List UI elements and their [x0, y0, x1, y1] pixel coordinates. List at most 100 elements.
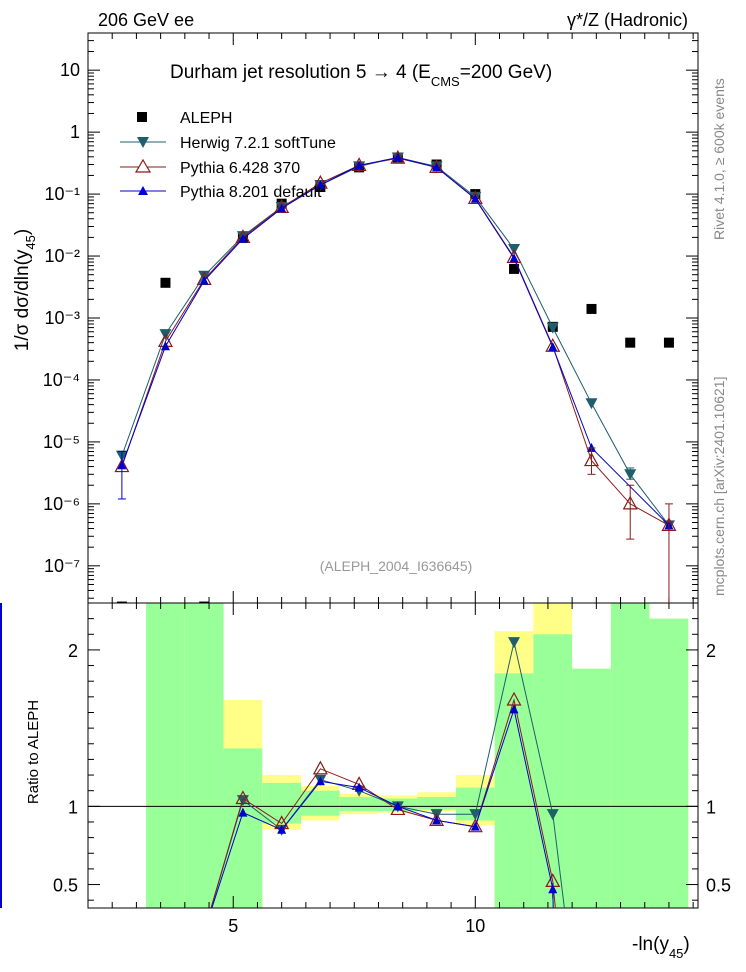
point-aleph: [116, 601, 127, 603]
x-axis-label: -ln(y45): [632, 934, 690, 961]
ratio-point-pythia-8-201-default: [238, 807, 248, 817]
point-pythia-6-428-370: [506, 249, 522, 264]
point-pythia-8-201-default: [393, 152, 403, 162]
ratio-band-stat: [649, 618, 689, 908]
chart-title-main: Durham jet resolution 5 → 4 (E: [170, 62, 431, 83]
ratio-point-pythia-8-201-default: [354, 782, 364, 792]
ratio-y-tick-label-right: 1: [706, 797, 716, 817]
legend-entry-pythia8: Pythia 8.201 default: [120, 184, 322, 201]
series-line-herwig-7-2-1-softtune: [121, 156, 670, 526]
main-y-tick-label: 10⁻⁶: [43, 494, 80, 514]
point-pythia-6-428-370: [390, 149, 406, 164]
main-series-group: [114, 149, 677, 603]
point-pythia-6-428-370: [545, 337, 561, 352]
point-pythia-8-201-default: [315, 180, 325, 190]
ratio-y-axis-label: Ratio to ALEPH: [25, 700, 42, 804]
x-axis-label-main: -ln(y: [632, 934, 669, 955]
ratio-point-pythia-8-201-default: [393, 801, 403, 811]
process-label: γ*/Z (Hadronic): [567, 10, 688, 30]
main-y-axis-label-sub: 45: [23, 235, 38, 249]
ratio-plot-frame: [87, 602, 699, 909]
ratio-y-tick-label: 1: [68, 797, 78, 817]
ratio-band-stat: [223, 748, 263, 908]
point-pythia-8-201-default: [277, 203, 287, 213]
ratio-point-pythia-8-201-default: [432, 815, 442, 825]
legend-label-pythia6: Pythia 6.428 370: [180, 160, 300, 177]
ratio-band-stat: [339, 796, 379, 812]
ratio-band-stat: [610, 603, 650, 908]
legend-label-pythia8: Pythia 8.201 default: [180, 184, 322, 201]
ratio-point-pythia-8-201-default: [509, 704, 519, 714]
main-y-axis-label-tail: ): [12, 229, 33, 235]
legend: ALEPH Herwig 7.2.1 softTune Pythia 6.428…: [120, 110, 336, 201]
ratio-band-stat: [417, 796, 456, 810]
point-pythia-8-201-default: [509, 253, 519, 263]
main-y-tick-label: 10⁻⁵: [43, 432, 80, 452]
legend-entry-aleph: ALEPH: [137, 110, 232, 127]
legend-label-aleph: ALEPH: [180, 110, 232, 127]
ratio-point-pythia-8-201-default: [470, 821, 480, 831]
ratio-band-stat: [146, 603, 185, 908]
main-y-axis-label: 1/σ dσ/dln(y45): [12, 229, 38, 351]
ratio-axis-ticks: 0.5 0.5 1 1 2 2 5 10: [53, 603, 731, 936]
point-herwig-7-2-1-softtune: [546, 322, 559, 334]
ratio-y-tick-label: 0.5: [53, 876, 78, 896]
analysis-tag: (ALEPH_2004_I636645): [320, 558, 473, 574]
point-aleph: [625, 337, 636, 348]
ratio-band-stat: [301, 790, 340, 816]
ratio-y-tick-label: 2: [68, 641, 78, 661]
point-aleph: [509, 263, 520, 274]
legend-marker-herwig: [137, 137, 149, 148]
point-pythia-8-201-default: [548, 342, 558, 352]
point-aleph: [663, 337, 674, 348]
ratio-band-stat: [572, 668, 611, 908]
point-aleph: [586, 303, 597, 314]
main-y-tick-label: 10: [60, 60, 80, 80]
series-line-pythia-6-428-370: [121, 157, 670, 526]
ratio-series-group: [210, 637, 565, 908]
legend-marker-aleph: [137, 112, 147, 122]
legend-marker-pythia6: [134, 158, 152, 173]
rivet-version-label: Rivet 4.1.0, ≥ 600k events: [711, 78, 727, 240]
mcplots-site-label: mcplots.cern.ch [arXiv:2401.10621]: [711, 377, 727, 596]
series-line-pythia-8-201-default: [121, 156, 670, 526]
ratio-point-pythia-6-428-370: [235, 790, 251, 805]
main-y-tick-label: 1: [70, 122, 80, 142]
legend-entry-pythia6: Pythia 6.428 370: [120, 158, 300, 177]
ratio-uncertainty-bands: [146, 603, 689, 908]
main-y-tick-label: 10⁻³: [44, 308, 80, 328]
main-y-tick-label: 10⁻¹: [44, 184, 80, 204]
ratio-point-herwig-7-2-1-softtune: [546, 809, 559, 821]
chart-title: Durham jet resolution 5 → 4 (ECMS=200 Ge…: [170, 62, 552, 89]
ratio-point-pythia-8-201-default: [277, 824, 287, 834]
ratio-point-pythia-6-428-370: [312, 760, 328, 775]
chart-title-sub: CMS: [431, 74, 460, 89]
point-pythia-8-201-default: [432, 162, 442, 172]
ratio-band-stat: [184, 603, 224, 908]
ratio-band-stat: [533, 634, 573, 908]
point-aleph: [160, 277, 171, 288]
point-pythia-8-201-default: [160, 341, 170, 351]
ratio-point-herwig-7-2-1-softtune: [469, 809, 482, 821]
point-pythia-8-201-default: [354, 160, 364, 170]
point-pythia-8-201-default: [470, 193, 480, 203]
legend-entry-herwig: Herwig 7.2.1 softTune: [120, 135, 336, 152]
point-herwig-7-2-1-softtune: [585, 398, 598, 410]
ratio-y-tick-label-right: 0.5: [706, 876, 731, 896]
point-pythia-8-201-default: [238, 233, 248, 243]
x-tick-label: 5: [228, 916, 238, 936]
main-y-tick-label: 10⁻⁷: [44, 556, 80, 576]
legend-label-herwig: Herwig 7.2.1 softTune: [180, 135, 336, 152]
x-tick-label: 10: [465, 916, 485, 936]
point-pythia-6-428-370: [467, 190, 483, 205]
legend-marker-pythia8: [138, 186, 148, 195]
x-axis-label-tail: ): [683, 934, 689, 955]
main-y-axis-label-main: 1/σ dσ/dln(y: [12, 249, 33, 351]
ratio-point-pythia-8-201-default: [315, 776, 325, 786]
main-y-tick-label: 10⁻⁴: [43, 370, 80, 390]
main-axis-ticks: 10⁻⁷ 10⁻⁶ 10⁻⁵ 10⁻⁴ 10⁻³ 10⁻² 10⁻¹ 1 10: [43, 33, 698, 603]
ratio-y-tick-label-right: 2: [706, 641, 716, 661]
point-aleph: [199, 601, 210, 603]
main-y-tick-label: 10⁻²: [44, 246, 80, 266]
